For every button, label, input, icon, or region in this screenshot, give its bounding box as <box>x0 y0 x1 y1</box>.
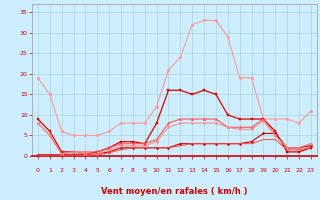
X-axis label: Vent moyen/en rafales ( km/h ): Vent moyen/en rafales ( km/h ) <box>101 187 248 196</box>
